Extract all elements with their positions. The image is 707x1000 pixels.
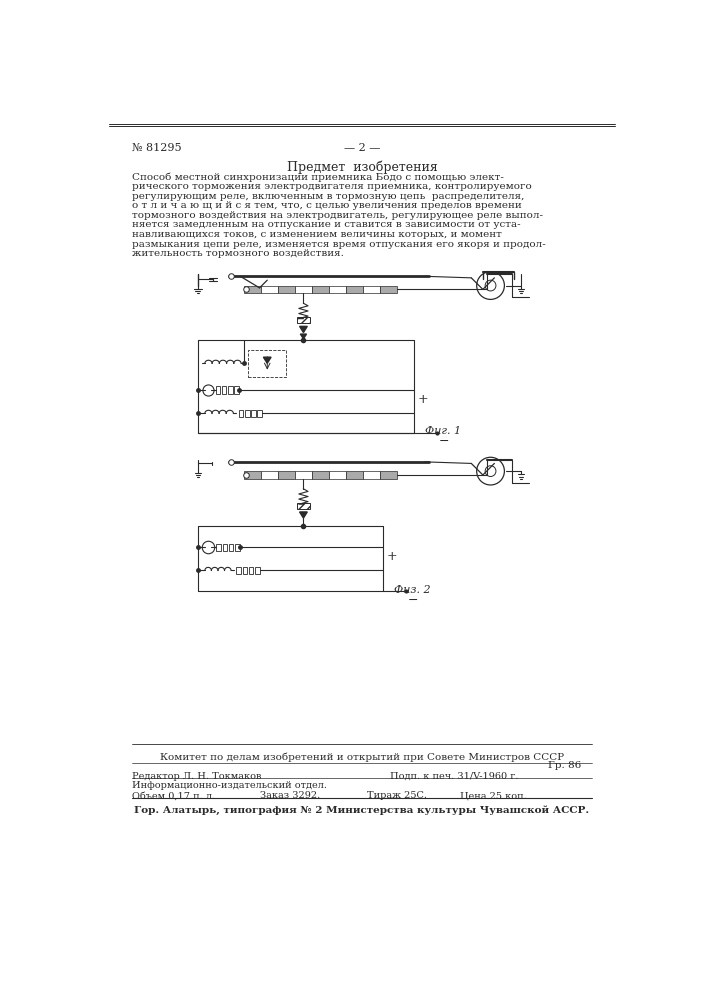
Bar (239, 410, 243, 417)
Bar (380, 471, 397, 479)
Text: −: − (408, 594, 419, 607)
Polygon shape (300, 334, 307, 339)
Bar (228, 386, 233, 394)
Text: Тираж 25С.: Тираж 25С. (368, 791, 427, 800)
Bar (261, 471, 278, 479)
Bar (346, 286, 363, 293)
Text: Способ местной синхронизации приемника Бодо с помощью элект-: Способ местной синхронизации приемника Б… (132, 172, 504, 182)
Bar (255, 567, 259, 574)
Bar (216, 386, 221, 394)
Bar (257, 410, 262, 417)
Text: навливающихся токов, с изменением величины которых, и момент: навливающихся токов, с изменением величи… (132, 230, 503, 239)
Bar (312, 471, 329, 479)
Bar (236, 567, 241, 574)
Bar (363, 286, 380, 293)
Text: Комитет по делам изобретений и открытий при Совете Министров СССР: Комитет по делам изобретений и открытий … (160, 753, 564, 762)
Bar (329, 471, 346, 479)
Text: Заказ 3292.: Заказ 3292. (259, 791, 320, 800)
Circle shape (477, 457, 504, 485)
Bar (235, 544, 240, 551)
Bar (243, 567, 247, 574)
Bar (248, 350, 286, 377)
Text: няется замедленным на отпускание и ставится в зависимости от уста-: няется замедленным на отпускание и стави… (132, 220, 521, 229)
Text: Фиг. 1: Фиг. 1 (425, 426, 461, 436)
Bar (380, 286, 397, 293)
Text: тормозного воздействия на электродвигатель, регулирующее реле выпол-: тормозного воздействия на электродвигате… (132, 211, 544, 220)
Text: −: − (439, 435, 450, 448)
Text: Информационно-издательский отдел.: Информационно-издательский отдел. (132, 781, 327, 790)
Text: Объем 0,17 п. л.: Объем 0,17 п. л. (132, 791, 216, 800)
Text: жительность тормозного воздействия.: жительность тормозного воздействия. (132, 249, 344, 258)
Polygon shape (300, 326, 308, 333)
Bar (363, 471, 380, 479)
Circle shape (485, 280, 496, 291)
Text: +: + (387, 550, 397, 563)
Text: +: + (417, 393, 428, 406)
Circle shape (485, 466, 496, 477)
Bar (278, 286, 295, 293)
Bar (278, 471, 295, 479)
Bar (295, 471, 312, 479)
Bar (223, 544, 227, 551)
Bar (245, 410, 250, 417)
Text: размыкания цепи реле, изменяется время отпускания его якоря и продол-: размыкания цепи реле, изменяется время о… (132, 240, 547, 249)
Text: № 81295: № 81295 (132, 143, 182, 153)
Text: регулирующим реле, включенным в тормозную цепь  распределителя,: регулирующим реле, включенным в тормозну… (132, 192, 525, 201)
Text: Редактор Л. Н. Токмаков: Редактор Л. Н. Токмаков (132, 772, 262, 781)
Text: — 2 —: — 2 — (344, 143, 380, 153)
Bar (244, 286, 261, 293)
Bar (297, 317, 310, 323)
Bar (297, 503, 310, 509)
Text: Цена 25 коп.: Цена 25 коп. (460, 791, 527, 800)
Text: Предмет  изобретения: Предмет изобретения (286, 160, 438, 174)
Text: о т л и ч а ю щ и й с я тем, что, с целью увеличения пределов времени: о т л и ч а ю щ и й с я тем, что, с цель… (132, 201, 522, 210)
Polygon shape (300, 512, 308, 518)
Text: Физ. 2: Физ. 2 (395, 585, 431, 595)
Bar (234, 386, 239, 394)
Bar (249, 567, 253, 574)
Bar (295, 286, 312, 293)
Text: рического торможения электродвигателя приемника, контролируемого: рического торможения электродвигателя пр… (132, 182, 532, 191)
Bar (346, 471, 363, 479)
Bar (229, 544, 233, 551)
Circle shape (477, 272, 504, 299)
Polygon shape (264, 357, 271, 363)
Bar (261, 286, 278, 293)
Bar (312, 286, 329, 293)
Bar (244, 471, 261, 479)
Bar (329, 286, 346, 293)
Bar (216, 544, 221, 551)
Bar (222, 386, 226, 394)
Text: Гр. 86: Гр. 86 (549, 761, 582, 770)
Text: Подп. к печ. 31/V-1960 г.: Подп. к печ. 31/V-1960 г. (390, 772, 519, 781)
Text: Гор. Алатырь, типография № 2 Министерства культуры Чувашской АССР.: Гор. Алатырь, типография № 2 Министерств… (134, 805, 590, 815)
Bar (251, 410, 256, 417)
